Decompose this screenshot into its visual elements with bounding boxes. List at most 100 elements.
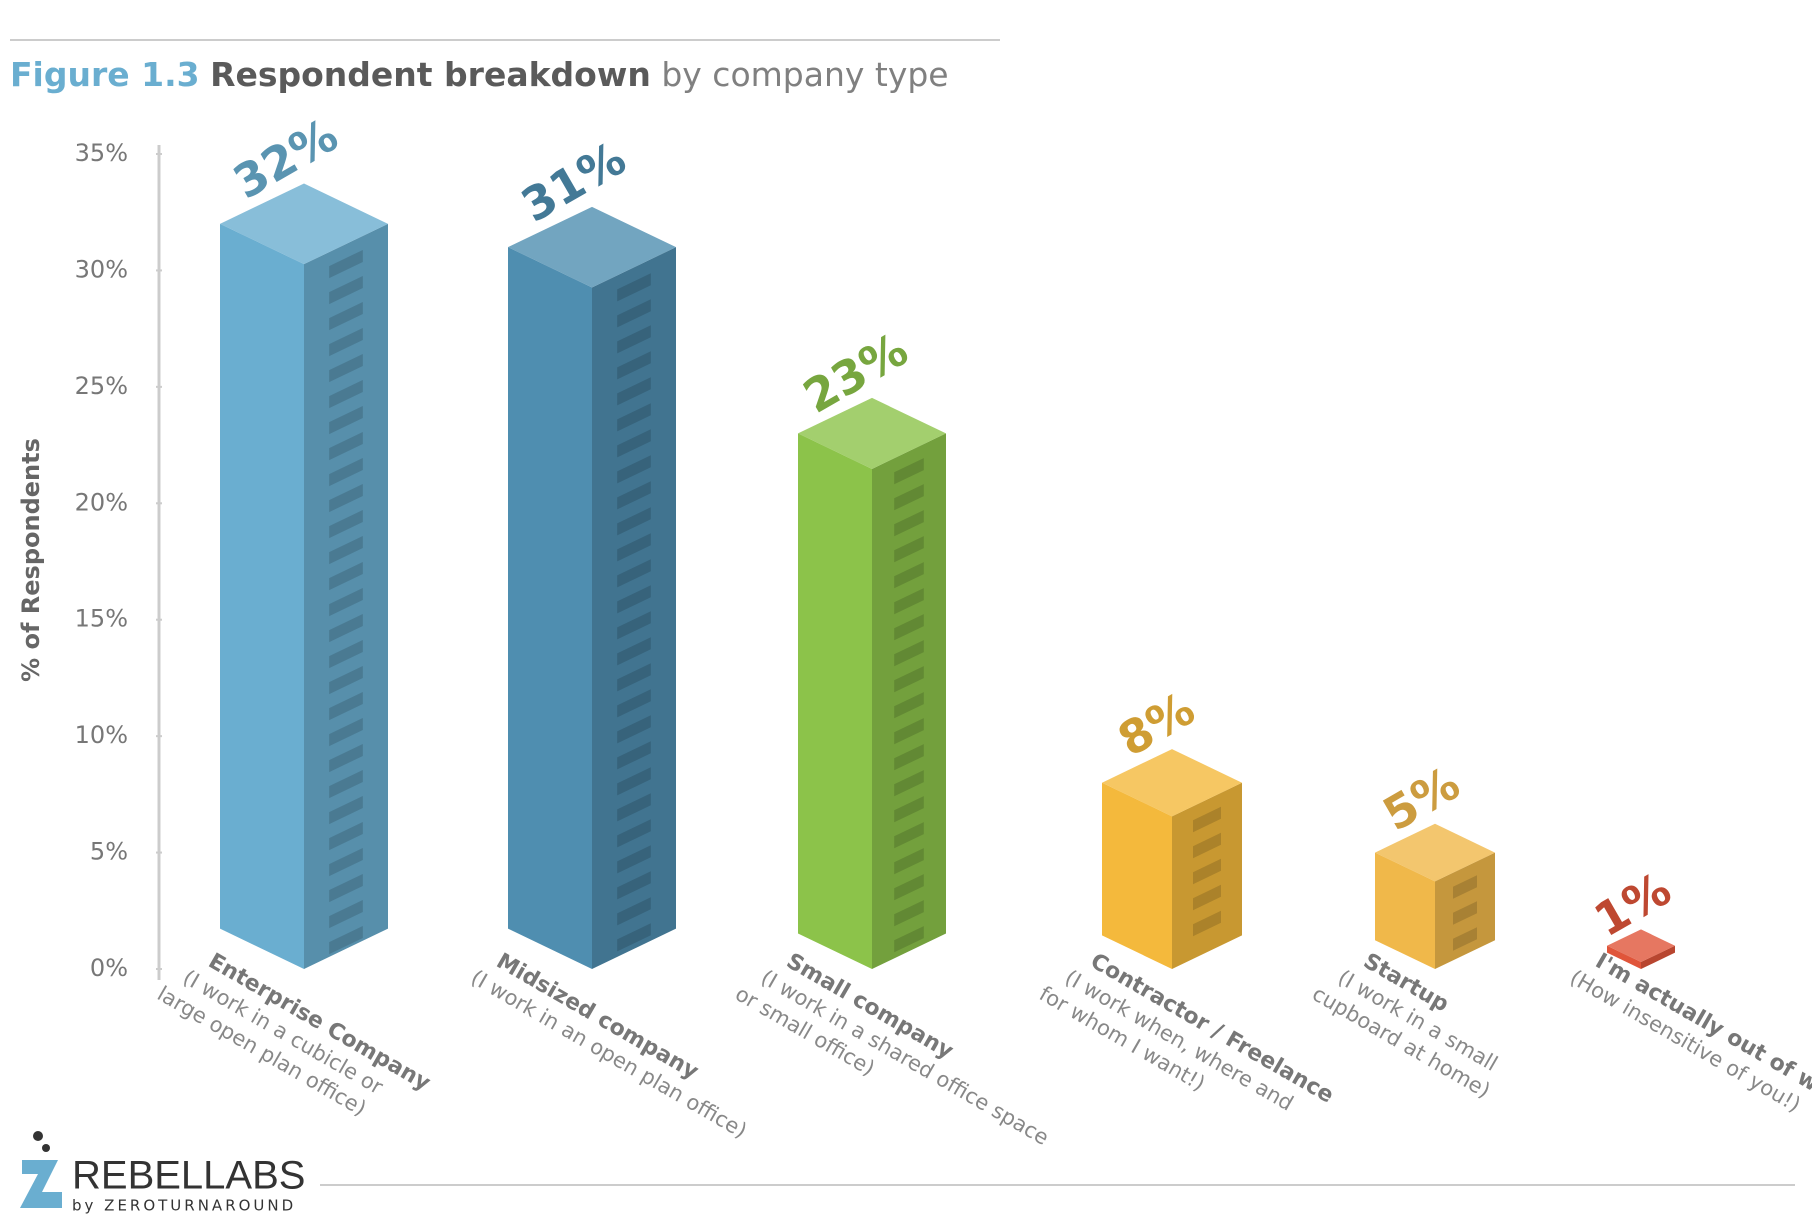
window — [329, 691, 363, 721]
window — [617, 429, 651, 458]
building-left-face — [1607, 945, 1641, 969]
building — [508, 206, 676, 970]
building — [1375, 823, 1495, 969]
logo: REBELLABS by ZEROTURNAROUND — [20, 1131, 305, 1215]
window — [329, 743, 363, 773]
window — [617, 325, 651, 354]
window — [1193, 858, 1221, 885]
y-tick-label: 15% — [75, 605, 128, 633]
window — [894, 796, 924, 823]
window — [894, 874, 924, 901]
y-tick-label: 30% — [75, 255, 128, 283]
title: Figure 1.3 Respondent breakdown by compa… — [10, 55, 949, 94]
window — [894, 666, 924, 693]
window — [1193, 884, 1221, 911]
window — [329, 925, 363, 955]
category-description: (I work in a shared office space — [757, 965, 1053, 1150]
window — [1453, 927, 1477, 951]
value-label: 5% — [1374, 756, 1469, 842]
logo-dot — [42, 1144, 50, 1152]
window — [617, 871, 651, 900]
window — [617, 845, 651, 874]
window — [617, 351, 651, 380]
category-description: (I work when, where and — [1061, 965, 1298, 1115]
window — [1193, 832, 1221, 859]
window — [894, 926, 924, 953]
building — [1607, 929, 1675, 969]
window — [617, 481, 651, 510]
window — [894, 744, 924, 771]
window — [329, 275, 363, 305]
building-roof — [508, 206, 676, 288]
window — [617, 377, 651, 406]
window — [894, 770, 924, 797]
window — [617, 793, 651, 822]
window — [894, 484, 924, 511]
logo-mark — [20, 1160, 62, 1208]
category-description: (How insensitive of you!) — [1566, 965, 1805, 1117]
building-roof — [1102, 749, 1242, 817]
window — [894, 848, 924, 875]
building-right-face — [1641, 945, 1675, 969]
figure-number: Figure 1.3 — [10, 55, 200, 94]
y-tick-label: 10% — [75, 721, 128, 749]
window — [329, 561, 363, 591]
value-label: 1% — [1585, 861, 1680, 947]
window — [617, 299, 651, 328]
building-left-face — [798, 433, 872, 969]
window — [329, 249, 363, 279]
value-label: 8% — [1109, 681, 1204, 767]
window — [329, 821, 363, 851]
window — [894, 900, 924, 927]
window — [617, 741, 651, 770]
window — [1453, 875, 1477, 899]
window — [617, 663, 651, 692]
window — [1193, 806, 1221, 833]
logo-name: REBELLABS — [72, 1154, 305, 1198]
window — [329, 353, 363, 383]
window — [1453, 901, 1477, 925]
window — [894, 510, 924, 537]
window — [894, 640, 924, 667]
window — [617, 611, 651, 640]
window — [894, 692, 924, 719]
building-roof — [220, 183, 388, 265]
y-tick-label: 5% — [90, 838, 128, 866]
window — [617, 819, 651, 848]
window — [329, 405, 363, 435]
window — [617, 923, 651, 952]
window — [329, 613, 363, 643]
y-tick-label: 20% — [75, 488, 128, 516]
building — [220, 183, 388, 969]
window — [329, 457, 363, 487]
window — [617, 637, 651, 666]
window — [617, 897, 651, 926]
window — [329, 327, 363, 357]
window — [329, 717, 363, 747]
window — [329, 769, 363, 799]
logo-dot — [33, 1131, 43, 1141]
category-label: Enterprise Company(I work in a cubicle o… — [153, 949, 434, 1121]
window — [1193, 910, 1221, 937]
category-label: Contractor / Freelance(I work when, wher… — [1035, 949, 1338, 1116]
window — [617, 455, 651, 484]
window — [894, 588, 924, 615]
building-roof — [1375, 823, 1495, 882]
category-label: I'm actually out of work(How insensitive… — [1566, 949, 1812, 1118]
window — [617, 715, 651, 744]
window — [894, 458, 924, 485]
y-tick-label: 25% — [75, 372, 128, 400]
window — [329, 899, 363, 929]
window — [329, 301, 363, 331]
window — [329, 379, 363, 409]
window — [329, 847, 363, 877]
window — [329, 795, 363, 825]
window — [894, 536, 924, 563]
window — [617, 767, 651, 796]
window — [617, 533, 651, 562]
window — [329, 873, 363, 903]
y-axis-label: % of Respondents — [17, 438, 45, 682]
window — [617, 403, 651, 432]
building-left-face — [1102, 782, 1172, 969]
